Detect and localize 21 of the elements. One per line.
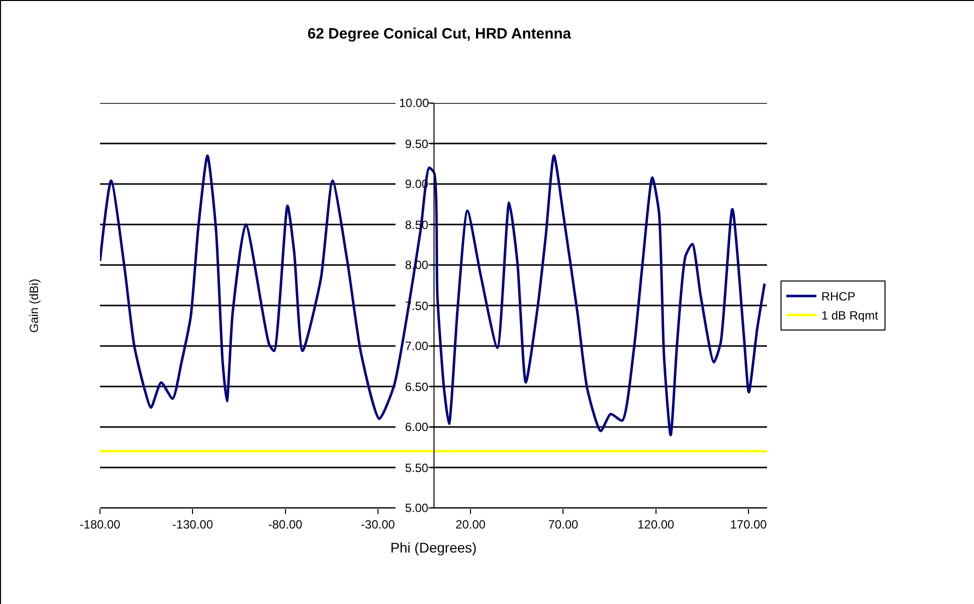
x-tick-label: 120.00: [637, 517, 675, 532]
legend-label: 1 dB Rqmt: [821, 308, 879, 323]
y-tick-label: 9.50: [405, 137, 429, 151]
x-axis-title: Phi (Degrees): [390, 540, 477, 556]
x-tick-label: 70.00: [548, 517, 579, 532]
x-tick-label: -180.00: [80, 517, 121, 532]
y-axis-title: Gain (dBi): [26, 278, 41, 333]
y-tick-label: 10.00: [399, 96, 430, 110]
y-tick-label: 7.00: [405, 339, 429, 353]
y-tick-label: 5.50: [405, 461, 429, 475]
x-tick-label: -30.00: [360, 517, 396, 532]
y-tick-label: 6.50: [405, 380, 429, 394]
line-series: [100, 154, 766, 436]
x-tick-label: 20.00: [456, 517, 486, 532]
y-tick-label: 5.00: [405, 501, 429, 515]
x-tick-label: 170.00: [730, 517, 768, 532]
chart-title: 62 Degree Conical Cut, HRD Antenna: [307, 26, 572, 43]
y-tick-label: 6.00: [405, 420, 429, 434]
x-tick-label: -130.00: [172, 517, 214, 532]
legend-label: RHCP: [821, 290, 856, 304]
x-tick-label: -80.00: [268, 517, 303, 532]
